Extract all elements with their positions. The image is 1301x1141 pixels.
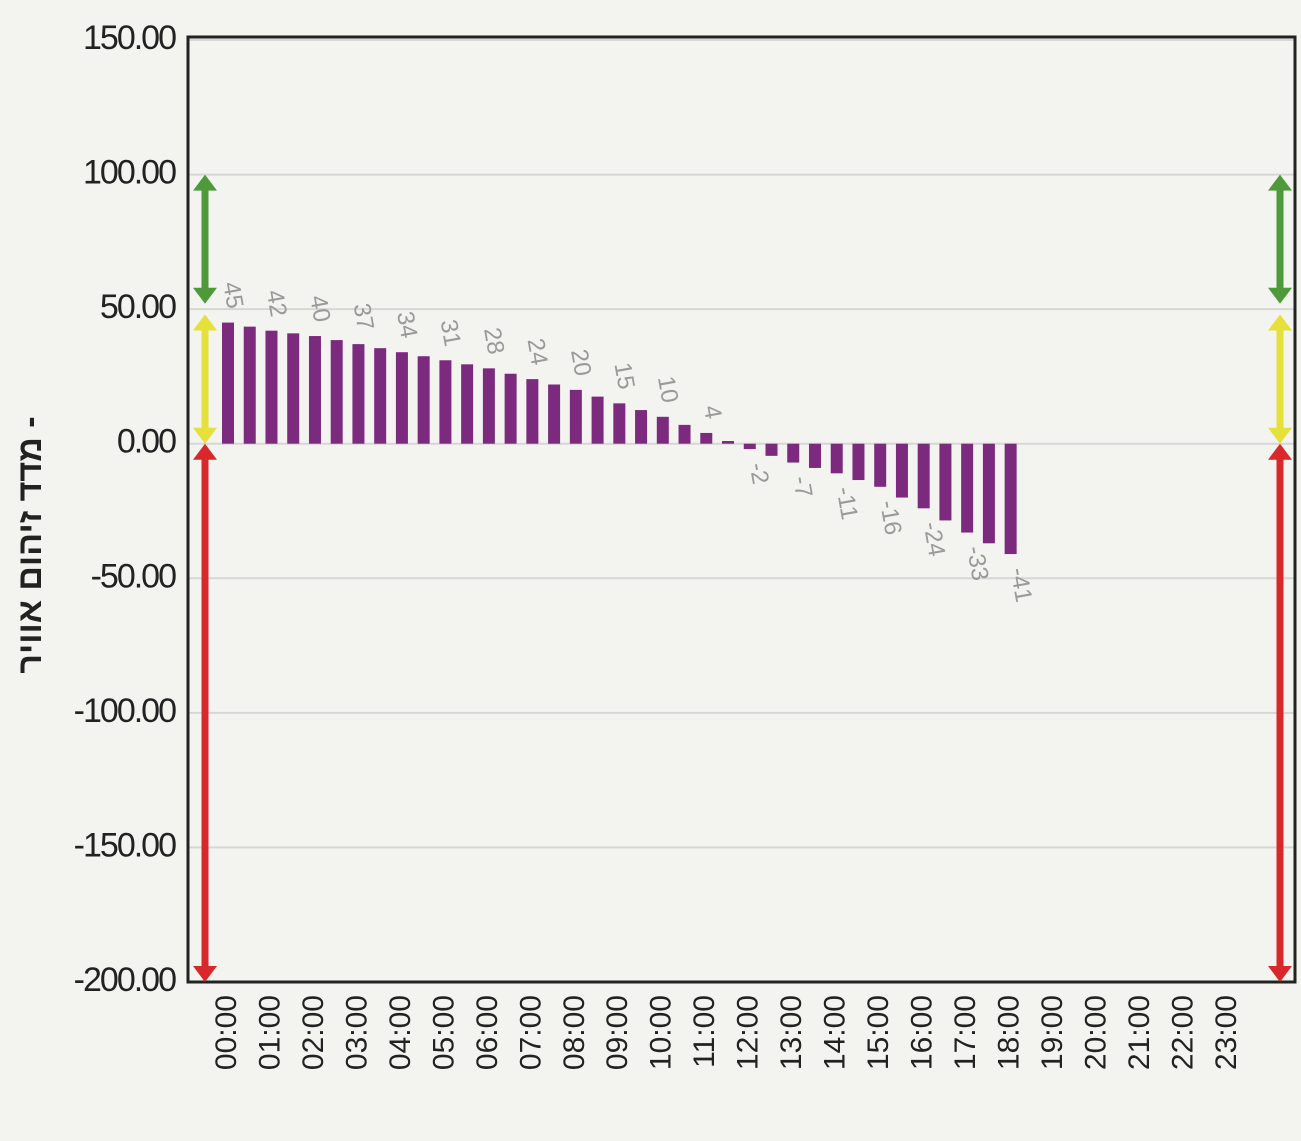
- data-label: 42: [261, 288, 292, 319]
- x-tick-label: 19:00: [1036, 995, 1069, 1070]
- x-tick-label: 02:00: [297, 995, 330, 1070]
- bar: [700, 432, 713, 444]
- data-label: 24: [522, 336, 553, 367]
- x-tick-label: 12:00: [732, 995, 765, 1070]
- bar: [961, 443, 974, 533]
- bar: [330, 340, 343, 444]
- x-tick-label: 13:00: [775, 995, 808, 1070]
- bar: [830, 443, 843, 474]
- bar: [243, 326, 256, 444]
- bar: [352, 344, 365, 444]
- y-tick-label: -100.00: [74, 692, 176, 730]
- x-tick-label: 15:00: [862, 995, 895, 1070]
- y-tick-label: 0.00: [117, 423, 176, 461]
- arrow-head: [1268, 314, 1292, 444]
- bar: [591, 396, 604, 444]
- data-label: 31: [435, 317, 466, 348]
- bar: [895, 443, 908, 498]
- bar: [1004, 443, 1017, 555]
- bar: [765, 443, 778, 456]
- bar: [982, 443, 995, 544]
- data-label: -33: [961, 544, 994, 583]
- bar: [265, 330, 278, 444]
- bar: [482, 368, 495, 444]
- data-label: 37: [348, 301, 379, 332]
- x-tick-label: 16:00: [906, 995, 939, 1070]
- bar: [569, 389, 582, 444]
- y-tick-label: -150.00: [74, 826, 176, 864]
- y-tick-label: 50.00: [100, 288, 176, 326]
- bar: [917, 443, 930, 509]
- data-label: 20: [565, 347, 596, 378]
- bar: [787, 443, 800, 463]
- data-label: -11: [831, 485, 863, 522]
- y-axis-label: מדד זיהום אוויר -: [11, 416, 49, 673]
- data-label: 10: [652, 374, 683, 405]
- bar: [874, 443, 887, 487]
- bar: [635, 410, 648, 444]
- bar: [678, 424, 691, 444]
- y-tick-label: -200.00: [74, 961, 176, 999]
- data-label: 28: [478, 326, 509, 357]
- bar: [939, 443, 952, 521]
- bar: [395, 352, 408, 444]
- bar: [461, 364, 474, 444]
- x-tick-label: 04:00: [384, 995, 417, 1070]
- x-tick-label: 07:00: [514, 995, 547, 1070]
- data-label: -7: [787, 474, 817, 500]
- data-label: 34: [391, 309, 422, 340]
- x-tick-label: 18:00: [993, 995, 1026, 1070]
- y-tick-label: 150.00: [83, 19, 176, 57]
- data-label: 40: [304, 293, 335, 324]
- arrow-head: [193, 314, 217, 444]
- y-tick-label: -50.00: [91, 557, 176, 595]
- data-label: 45: [217, 280, 248, 311]
- x-tick-label: 09:00: [601, 995, 634, 1070]
- bar: [374, 348, 387, 444]
- bar: [287, 333, 300, 444]
- bar: [548, 384, 561, 444]
- x-tick-label: 14:00: [819, 995, 852, 1070]
- data-label: -24: [918, 520, 951, 559]
- bar: [808, 443, 821, 468]
- bar: [743, 443, 756, 450]
- x-tick-label: 22:00: [1166, 995, 1199, 1070]
- x-tick-label: 00:00: [210, 995, 243, 1070]
- bar: [417, 356, 430, 444]
- x-tick-label: 05:00: [427, 995, 460, 1070]
- data-label: 4: [698, 403, 727, 421]
- data-label: 15: [609, 361, 640, 392]
- x-tick-label: 10:00: [645, 995, 678, 1070]
- data-label: -16: [874, 498, 907, 537]
- x-tick-label: 03:00: [340, 995, 373, 1070]
- bar: [526, 379, 539, 444]
- arrow-head: [193, 174, 217, 304]
- arrow-head: [1268, 174, 1292, 304]
- bar: [222, 322, 234, 444]
- x-tick-label: 06:00: [471, 995, 504, 1070]
- y-tick-label: 100.00: [83, 154, 176, 192]
- bar: [613, 403, 626, 444]
- bar: [308, 336, 321, 444]
- bar: [439, 360, 452, 444]
- x-tick-label: 23:00: [1210, 995, 1243, 1070]
- x-tick-label: 17:00: [949, 995, 982, 1070]
- plot-frame: [186, 35, 1297, 984]
- bar: [722, 441, 735, 444]
- data-label: -41: [1004, 566, 1037, 605]
- bar: [656, 416, 669, 444]
- data-label: -2: [744, 461, 774, 487]
- bar: [852, 443, 865, 481]
- x-tick-label: 08:00: [558, 995, 591, 1070]
- x-tick-label: 01:00: [253, 995, 286, 1070]
- bar: [504, 373, 517, 444]
- x-tick-label: 11:00: [688, 995, 721, 1068]
- x-tick-label: 20:00: [1080, 995, 1113, 1070]
- x-tick-label: 21:00: [1123, 995, 1156, 1070]
